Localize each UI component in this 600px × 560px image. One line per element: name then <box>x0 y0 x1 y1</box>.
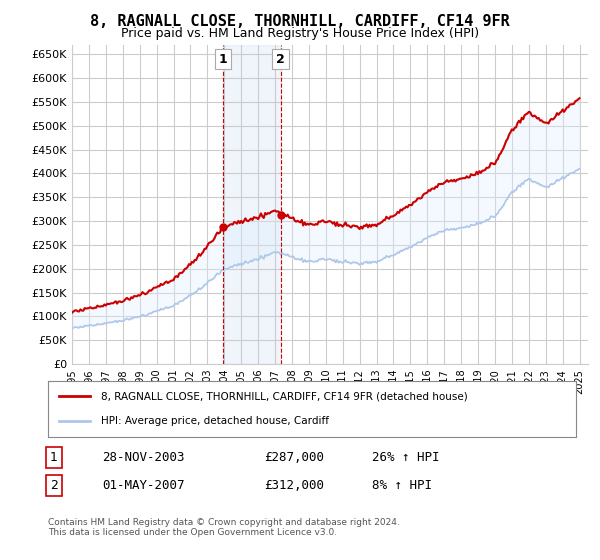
Text: 1: 1 <box>50 451 58 464</box>
Text: 2: 2 <box>50 479 58 492</box>
Text: 8, RAGNALL CLOSE, THORNHILL, CARDIFF, CF14 9FR: 8, RAGNALL CLOSE, THORNHILL, CARDIFF, CF… <box>90 14 510 29</box>
Text: 1: 1 <box>218 53 227 66</box>
Bar <box>223 45 281 364</box>
Text: £287,000: £287,000 <box>264 451 324 464</box>
Text: 01-MAY-2007: 01-MAY-2007 <box>102 479 185 492</box>
Text: 26% ↑ HPI: 26% ↑ HPI <box>372 451 439 464</box>
Text: Contains HM Land Registry data © Crown copyright and database right 2024.
This d: Contains HM Land Registry data © Crown c… <box>48 518 400 538</box>
Text: 8, RAGNALL CLOSE, THORNHILL, CARDIFF, CF14 9FR (detached house): 8, RAGNALL CLOSE, THORNHILL, CARDIFF, CF… <box>101 391 467 402</box>
Text: HPI: Average price, detached house, Cardiff: HPI: Average price, detached house, Card… <box>101 416 329 426</box>
Text: Price paid vs. HM Land Registry's House Price Index (HPI): Price paid vs. HM Land Registry's House … <box>121 27 479 40</box>
Text: 8% ↑ HPI: 8% ↑ HPI <box>372 479 432 492</box>
Text: 2: 2 <box>276 53 285 66</box>
Text: 28-NOV-2003: 28-NOV-2003 <box>102 451 185 464</box>
Text: £312,000: £312,000 <box>264 479 324 492</box>
